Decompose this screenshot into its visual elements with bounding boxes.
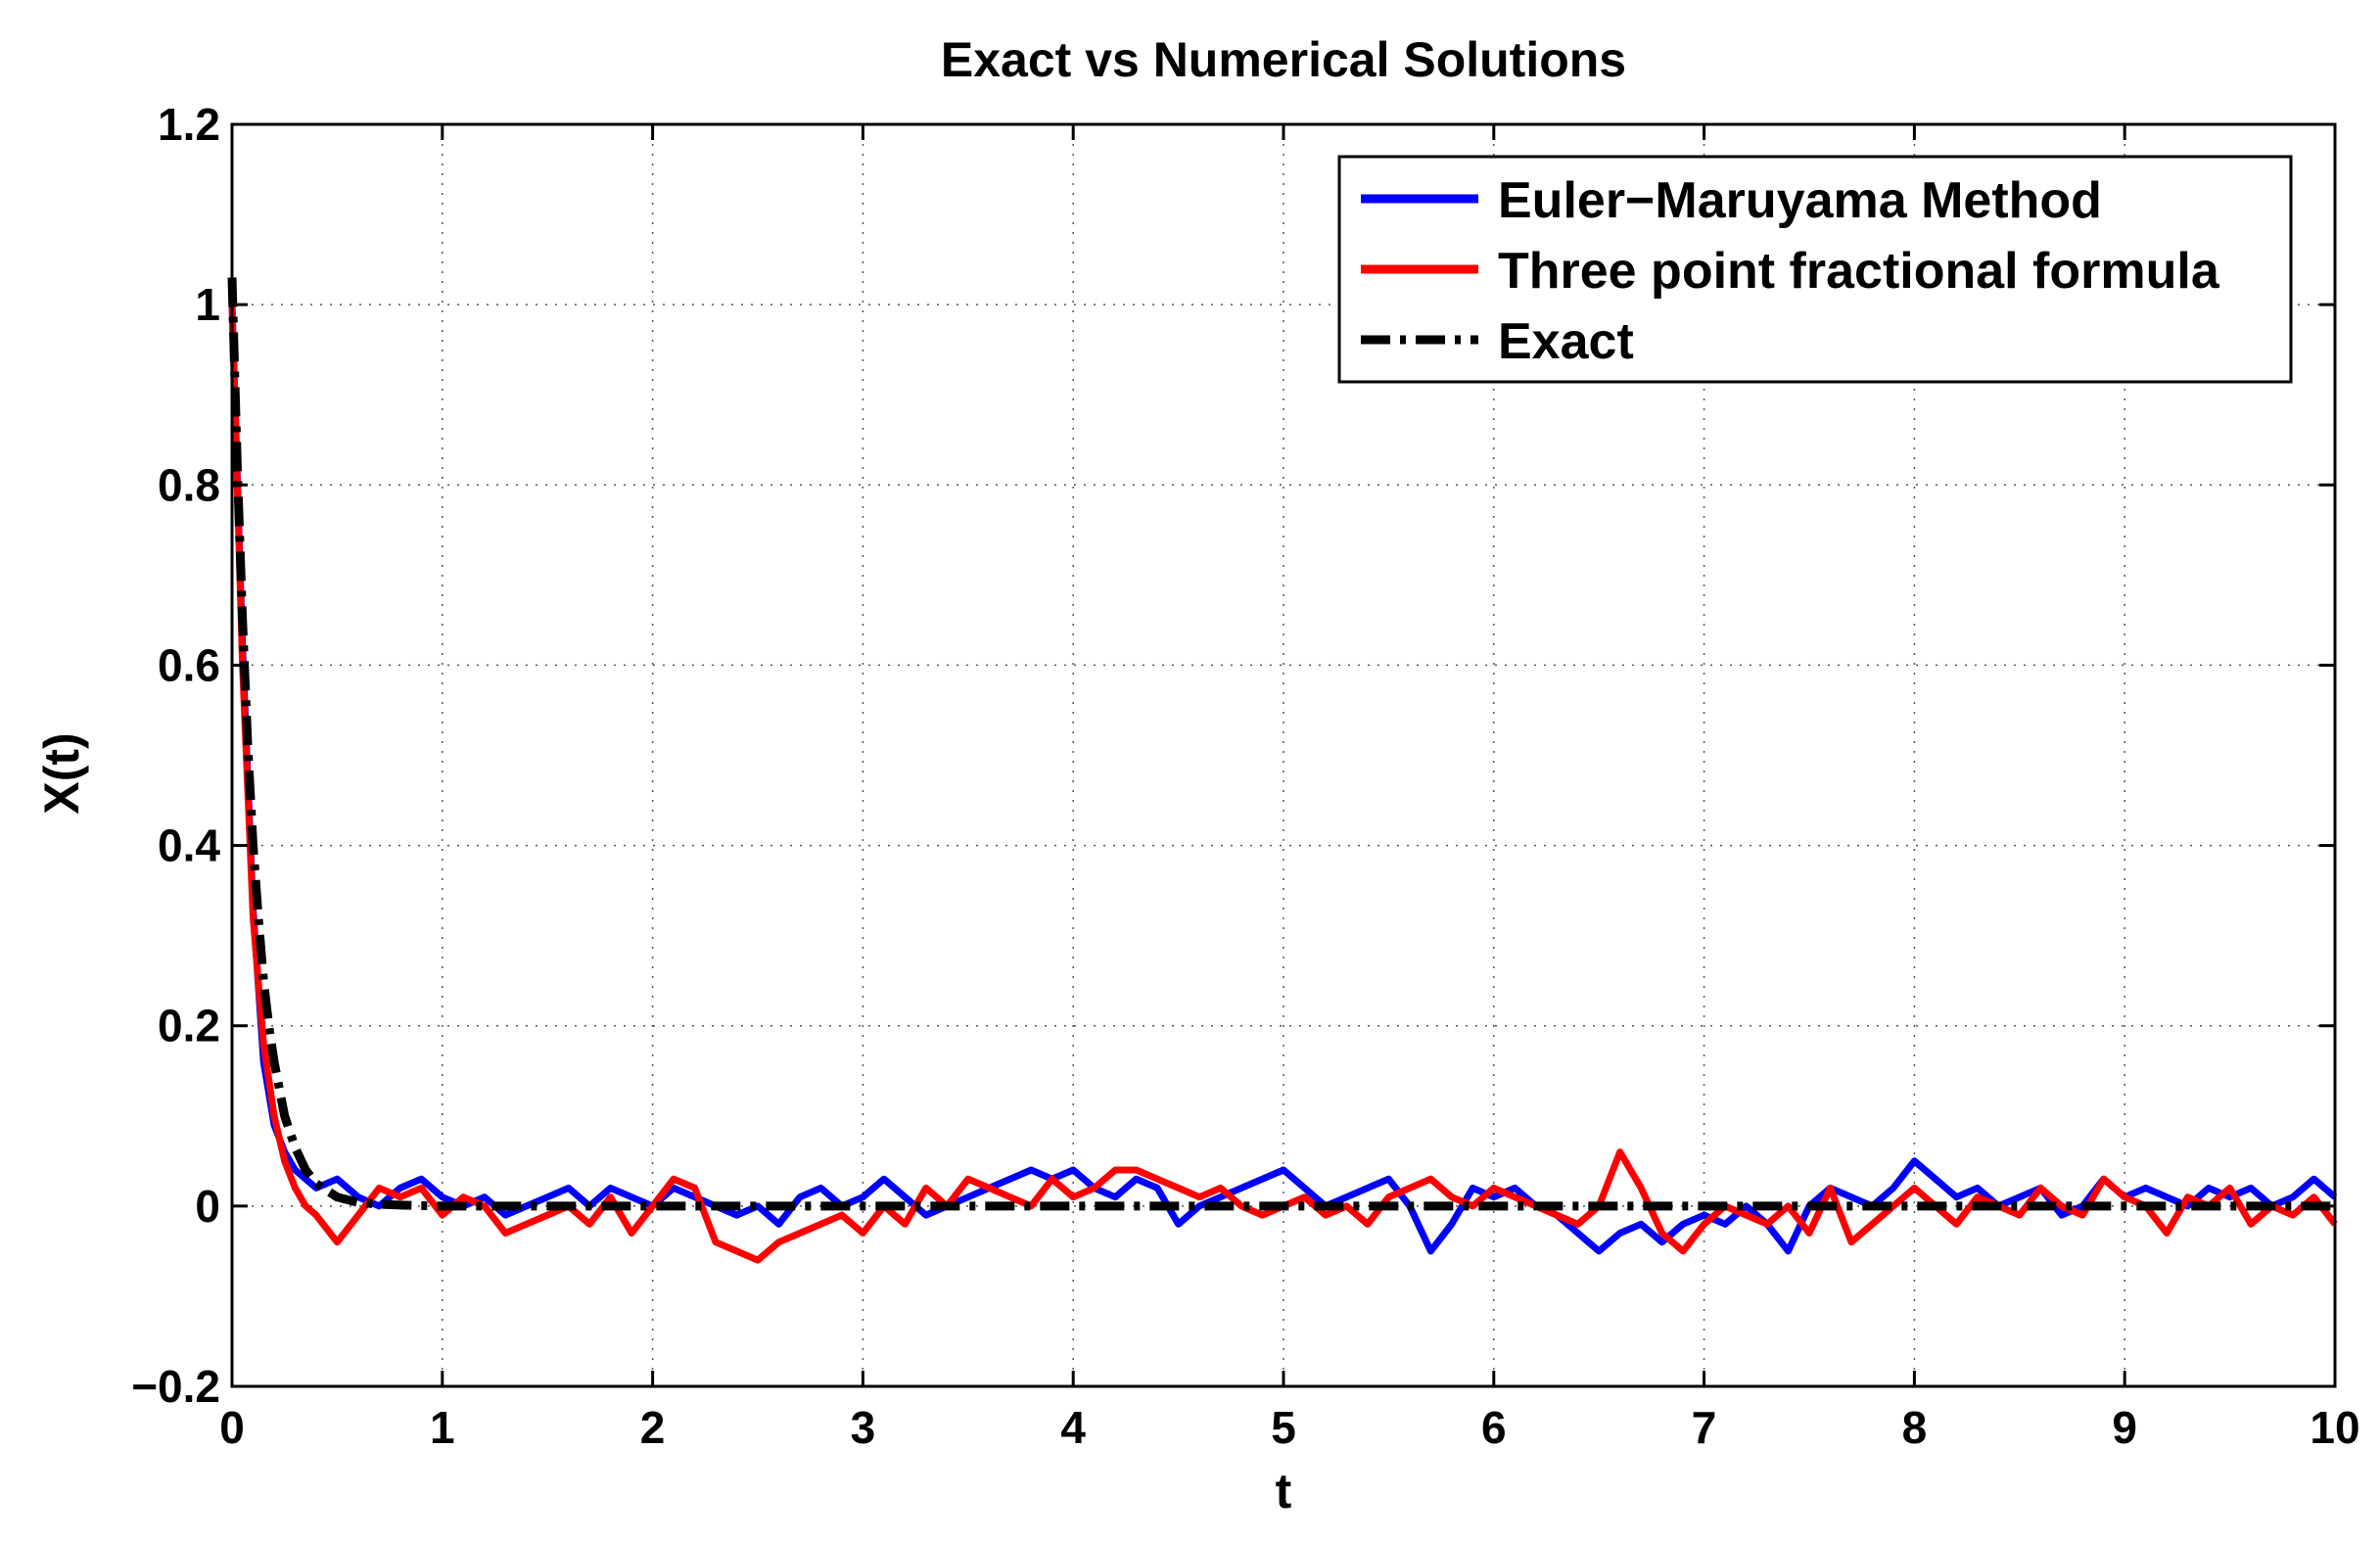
series-group — [227, 277, 2338, 1264]
x-tick-label: 1 — [430, 1402, 455, 1453]
ticks: 0 1 2 3 4 5 6 7 8 9 10−0.200.20.40.60.811.2 — [131, 99, 2359, 1453]
legend-label-euler-maruyama: Euler−Maruyama Method — [1498, 172, 2102, 229]
y-axis-label: X(t) — [34, 732, 89, 814]
y-tick-label: 0.2 — [158, 1001, 220, 1052]
x-tick-label: 8 — [1902, 1402, 1928, 1453]
legend: Euler−Maruyama Method Three point fracti… — [1337, 155, 2293, 384]
y-tick-label: 0.6 — [158, 639, 220, 690]
x-tick-label: 6 — [1481, 1402, 1507, 1453]
x-tick-label: 10 — [2310, 1402, 2359, 1453]
series-three-point-line — [228, 304, 2338, 1264]
series-exact-line — [227, 277, 2335, 1211]
x-tick-label: 7 — [1692, 1402, 1717, 1453]
x-tick-label: 0 — [219, 1402, 245, 1453]
y-tick-label: 0.4 — [158, 820, 220, 871]
y-tick-label: −0.2 — [131, 1361, 220, 1412]
y-tick-label: 0 — [195, 1181, 220, 1232]
legend-label-three-point: Three point fractional formula — [1498, 243, 2220, 300]
x-axis-label: t — [1276, 1464, 1292, 1519]
legend-box — [1337, 155, 2293, 384]
x-tick-label: 9 — [2112, 1402, 2137, 1453]
y-tick-label: 1.2 — [158, 99, 220, 150]
series-euler-maruyama-line — [228, 304, 2338, 1255]
x-tick-label: 3 — [851, 1402, 876, 1453]
chart-title: Exact vs Numerical Solutions — [941, 32, 1626, 87]
legend-label-exact: Exact — [1498, 313, 1634, 370]
x-tick-label: 5 — [1271, 1402, 1296, 1453]
y-tick-label: 0.8 — [158, 459, 220, 510]
x-tick-label: 2 — [640, 1402, 666, 1453]
y-tick-label: 1 — [195, 279, 220, 330]
x-tick-label: 4 — [1060, 1402, 1086, 1453]
